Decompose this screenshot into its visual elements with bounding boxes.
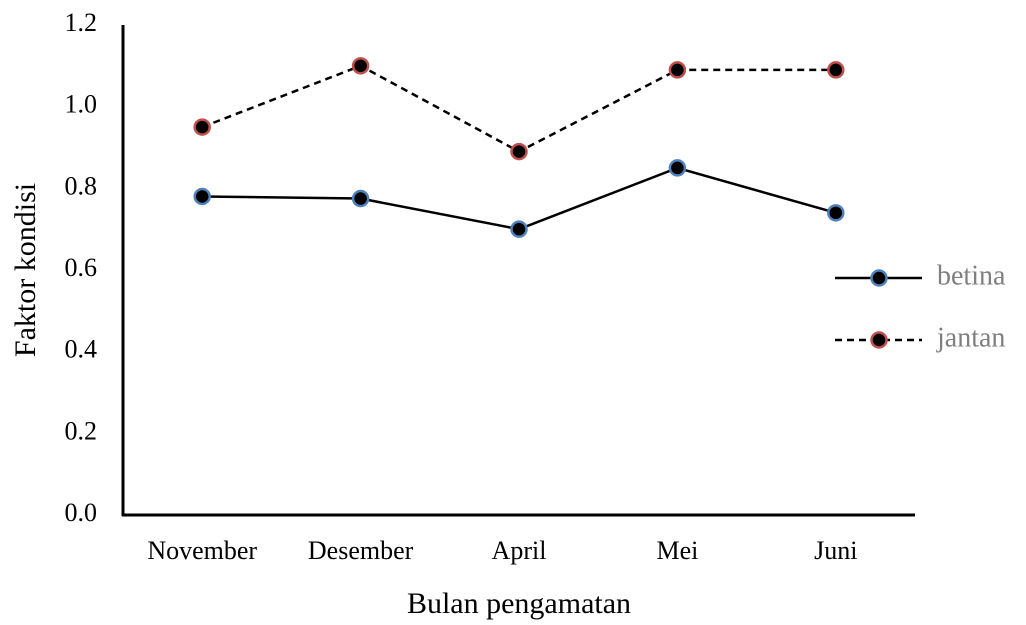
y-tick-label: 0.8 bbox=[65, 171, 98, 200]
legend-label: betina bbox=[937, 260, 1006, 291]
y-tick-label: 0.2 bbox=[65, 416, 98, 445]
data-point bbox=[827, 61, 845, 79]
y-tick-label: 1.2 bbox=[65, 8, 98, 37]
data-point bbox=[668, 159, 687, 177]
x-tick-label: Desember bbox=[308, 536, 414, 565]
data-point bbox=[193, 187, 211, 206]
data-point bbox=[668, 61, 687, 79]
series-line bbox=[202, 166, 837, 231]
x-tick-label: Mei bbox=[656, 536, 698, 565]
y-tick-label: 1.0 bbox=[65, 90, 98, 119]
series-line bbox=[201, 64, 836, 153]
data-point bbox=[351, 57, 370, 75]
y-tick-label: 0.4 bbox=[65, 335, 98, 364]
y-tick-label: 0.6 bbox=[65, 253, 98, 282]
data-point bbox=[510, 142, 528, 161]
x-tick-label: November bbox=[147, 536, 257, 565]
y-axis-label: Faktor kondisi bbox=[9, 183, 42, 357]
x-axis-label: Bulan pengamatan bbox=[407, 587, 631, 620]
y-tick-label: 0.0 bbox=[65, 498, 98, 527]
legend-label: jantan bbox=[936, 322, 1005, 353]
data-point bbox=[827, 204, 845, 222]
x-tick-label: April bbox=[492, 536, 547, 565]
legend-marker bbox=[870, 269, 888, 287]
data-point bbox=[351, 189, 370, 208]
data-point bbox=[193, 118, 211, 136]
legend-marker bbox=[870, 331, 888, 349]
x-tick-label: Juni bbox=[814, 536, 857, 565]
data-point bbox=[510, 220, 528, 238]
